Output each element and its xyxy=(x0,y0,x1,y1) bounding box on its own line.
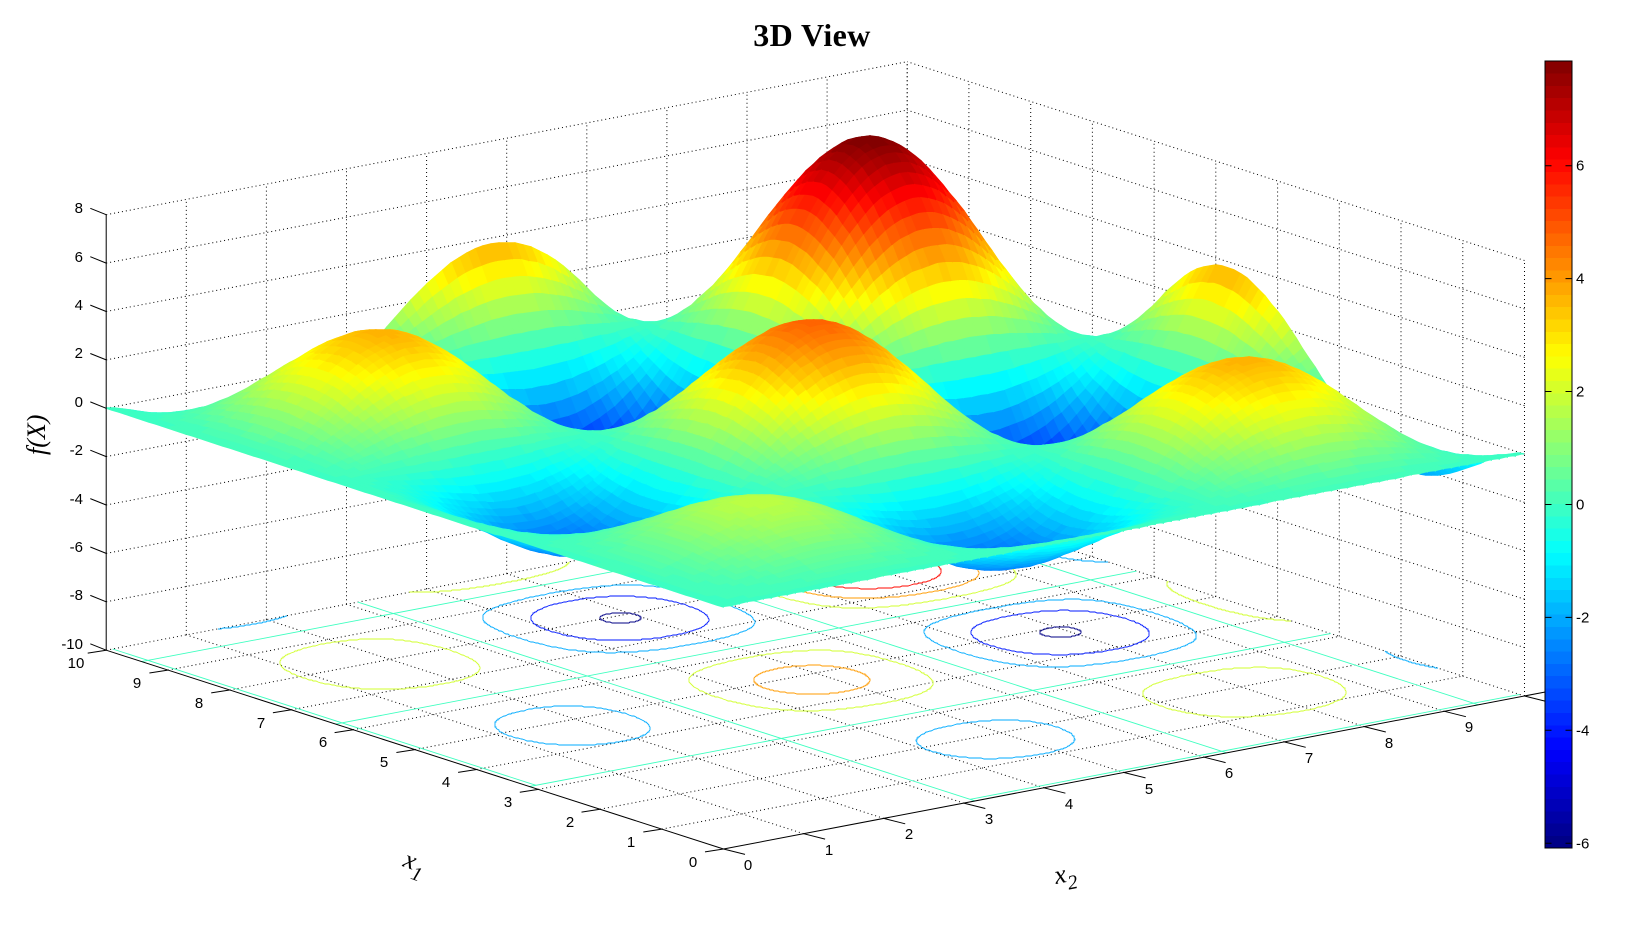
svg-text:-6: -6 xyxy=(1576,835,1589,852)
svg-text:2: 2 xyxy=(566,814,574,831)
svg-text:-2: -2 xyxy=(1576,609,1589,626)
svg-text:5: 5 xyxy=(1145,781,1153,798)
svg-text:0: 0 xyxy=(689,854,697,871)
svg-text:1: 1 xyxy=(825,842,833,859)
svg-text:0: 0 xyxy=(75,394,83,411)
svg-text:8: 8 xyxy=(75,200,83,217)
svg-text:8: 8 xyxy=(1385,735,1393,752)
svg-text:3: 3 xyxy=(985,811,993,828)
svg-text:f(X): f(X) xyxy=(22,415,51,455)
svg-text:7: 7 xyxy=(257,715,265,732)
svg-text:-8: -8 xyxy=(70,587,83,604)
svg-text:6: 6 xyxy=(1576,158,1584,175)
svg-text:10: 10 xyxy=(68,655,85,672)
svg-text:3D View: 3D View xyxy=(753,17,870,53)
svg-text:-6: -6 xyxy=(70,539,83,556)
svg-text:7: 7 xyxy=(1305,750,1313,767)
svg-text:-4: -4 xyxy=(1576,722,1589,739)
svg-text:3: 3 xyxy=(504,794,512,811)
svg-text:6: 6 xyxy=(319,734,327,751)
svg-text:4: 4 xyxy=(442,774,450,791)
svg-text:6: 6 xyxy=(75,249,83,266)
svg-text:4: 4 xyxy=(75,297,83,314)
svg-text:-2: -2 xyxy=(70,442,83,459)
svg-text:6: 6 xyxy=(1225,765,1233,782)
svg-text:5: 5 xyxy=(380,754,388,771)
svg-text:0: 0 xyxy=(1576,497,1584,514)
svg-text:8: 8 xyxy=(195,695,203,712)
svg-text:9: 9 xyxy=(133,675,141,692)
svg-text:2: 2 xyxy=(905,826,913,843)
svg-text:4: 4 xyxy=(1576,271,1584,288)
svg-text:-4: -4 xyxy=(70,491,83,508)
svg-text:4: 4 xyxy=(1065,796,1073,813)
svg-text:1: 1 xyxy=(627,834,635,851)
svg-text:9: 9 xyxy=(1465,719,1473,736)
svg-text:2: 2 xyxy=(75,345,83,362)
svg-text:2: 2 xyxy=(1576,384,1584,401)
svg-text:-10: -10 xyxy=(61,636,83,653)
svg-text:0: 0 xyxy=(744,857,752,874)
